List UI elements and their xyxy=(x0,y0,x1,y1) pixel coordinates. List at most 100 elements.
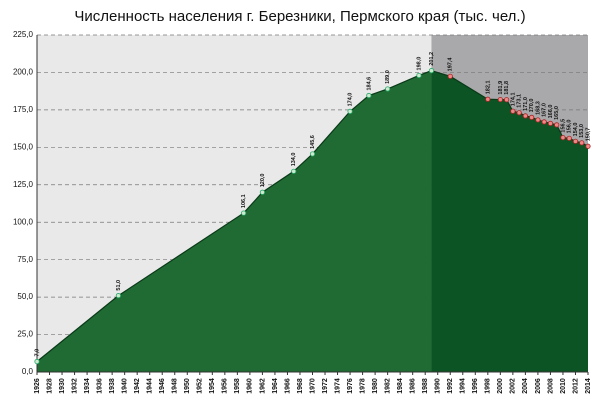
x-tick-label: 1958 xyxy=(234,378,241,394)
marker xyxy=(428,68,435,74)
x-tick-label: 2014 xyxy=(585,378,592,394)
data-label: 198,0 xyxy=(416,57,422,71)
marker xyxy=(516,110,522,116)
marker xyxy=(529,114,535,120)
data-label: 171,0 xyxy=(523,97,529,111)
marker xyxy=(566,135,572,141)
x-tick-label: 1998 xyxy=(485,378,492,394)
data-label: 182,1 xyxy=(485,80,491,94)
marker xyxy=(309,151,316,157)
x-tick-label: 1976 xyxy=(347,378,354,394)
area xyxy=(37,70,432,373)
data-label: 156,5 xyxy=(560,119,566,133)
data-label: 153,0 xyxy=(579,124,585,138)
x-tick-label: 1966 xyxy=(284,378,291,394)
x-tick-label: 1972 xyxy=(322,378,329,394)
data-label: 156,0 xyxy=(567,120,573,134)
data-label: 197,4 xyxy=(448,57,454,72)
marker xyxy=(385,86,391,92)
x-tick-label: 1934 xyxy=(84,378,91,394)
data-label: 165,0 xyxy=(554,106,560,120)
data-label: 7,0 xyxy=(34,349,40,357)
data-label: 145,6 xyxy=(310,135,316,149)
data-label: 134,0 xyxy=(291,153,297,167)
data-label: 174,0 xyxy=(348,93,354,107)
x-tick-label: 1996 xyxy=(472,378,479,394)
data-label: 167,0 xyxy=(542,103,548,117)
x-tick-label: 1952 xyxy=(197,378,204,394)
marker xyxy=(115,293,121,299)
marker xyxy=(241,210,247,216)
x-tick-label: 1928 xyxy=(46,378,53,394)
x-tick-label: 1994 xyxy=(460,378,467,394)
data-label: 51,0 xyxy=(116,280,122,291)
marker xyxy=(554,122,560,128)
marker xyxy=(579,140,585,146)
marker xyxy=(259,189,266,195)
y-tick-label: 25,0 xyxy=(17,330,33,339)
marker xyxy=(585,143,591,149)
data-label: 154,0 xyxy=(573,123,579,137)
data-label: 184,6 xyxy=(366,77,372,91)
data-label: 174,1 xyxy=(510,92,516,106)
y-tick-label: 75,0 xyxy=(17,255,33,264)
data-label: 189,0 xyxy=(385,70,391,84)
x-tick-label: 1974 xyxy=(334,378,341,394)
x-tick-label: 1968 xyxy=(297,378,304,394)
marker xyxy=(522,113,528,119)
x-tick-label: 1944 xyxy=(147,378,154,394)
marker xyxy=(291,168,297,174)
x-tick-label: 1938 xyxy=(109,378,116,394)
x-tick-label: 1978 xyxy=(359,378,366,394)
marker xyxy=(347,108,353,114)
x-tick-label: 2010 xyxy=(560,378,567,394)
data-label: 173,1 xyxy=(517,94,523,108)
marker xyxy=(504,97,510,103)
data-label: 168,3 xyxy=(535,101,541,115)
x-tick-label: 1950 xyxy=(184,378,191,394)
marker xyxy=(447,73,453,79)
x-tick-label: 1982 xyxy=(384,378,391,394)
x-tick-label: 1942 xyxy=(134,378,141,394)
x-tick-label: 1926 xyxy=(34,378,41,394)
data-label: 150,7 xyxy=(585,128,591,142)
y-tick-label: 200,0 xyxy=(13,68,34,77)
x-tick-label: 1962 xyxy=(259,378,266,394)
data-label: 166,0 xyxy=(548,105,554,119)
y-tick-label: 150,0 xyxy=(13,142,34,151)
y-tick-label: 225,0 xyxy=(13,30,34,39)
marker xyxy=(366,92,372,99)
x-tick-label: 1930 xyxy=(59,378,66,394)
x-tick-label: 1954 xyxy=(209,378,216,394)
y-tick-label: 125,0 xyxy=(13,180,34,189)
line xyxy=(36,70,589,362)
marker xyxy=(541,119,547,125)
x-tick-label: 1948 xyxy=(172,378,179,394)
chart-title: Численность населения г. Березники, Перм… xyxy=(74,8,525,25)
data-label: 201,2 xyxy=(429,52,435,66)
x-tick-label: 2006 xyxy=(535,378,542,394)
marker xyxy=(535,117,541,123)
marker xyxy=(485,96,491,102)
x-tick-label: 2004 xyxy=(522,378,529,394)
marker xyxy=(547,120,554,126)
y-tick-label: 0,0 xyxy=(22,367,34,376)
x-tick-label: 1988 xyxy=(422,378,429,394)
x-tick-label: 1964 xyxy=(272,378,279,394)
x-tick-label: 1960 xyxy=(247,378,254,394)
y-tick-label: 50,0 xyxy=(17,292,33,301)
x-tick-label: 1932 xyxy=(71,378,78,394)
marker xyxy=(560,134,566,141)
marker xyxy=(497,96,503,103)
x-tick-label: 1970 xyxy=(309,378,316,394)
data-label: 106,1 xyxy=(241,194,247,208)
x-tick-label: 2000 xyxy=(497,378,504,394)
x-tick-label: 1986 xyxy=(410,378,417,394)
marker xyxy=(34,358,40,365)
data-label: 120,0 xyxy=(260,174,266,188)
x-tick-label: 2002 xyxy=(510,378,517,394)
y-tick-label: 100,0 xyxy=(13,217,34,226)
x-tick-label: 1990 xyxy=(435,378,442,394)
marker xyxy=(510,108,516,114)
